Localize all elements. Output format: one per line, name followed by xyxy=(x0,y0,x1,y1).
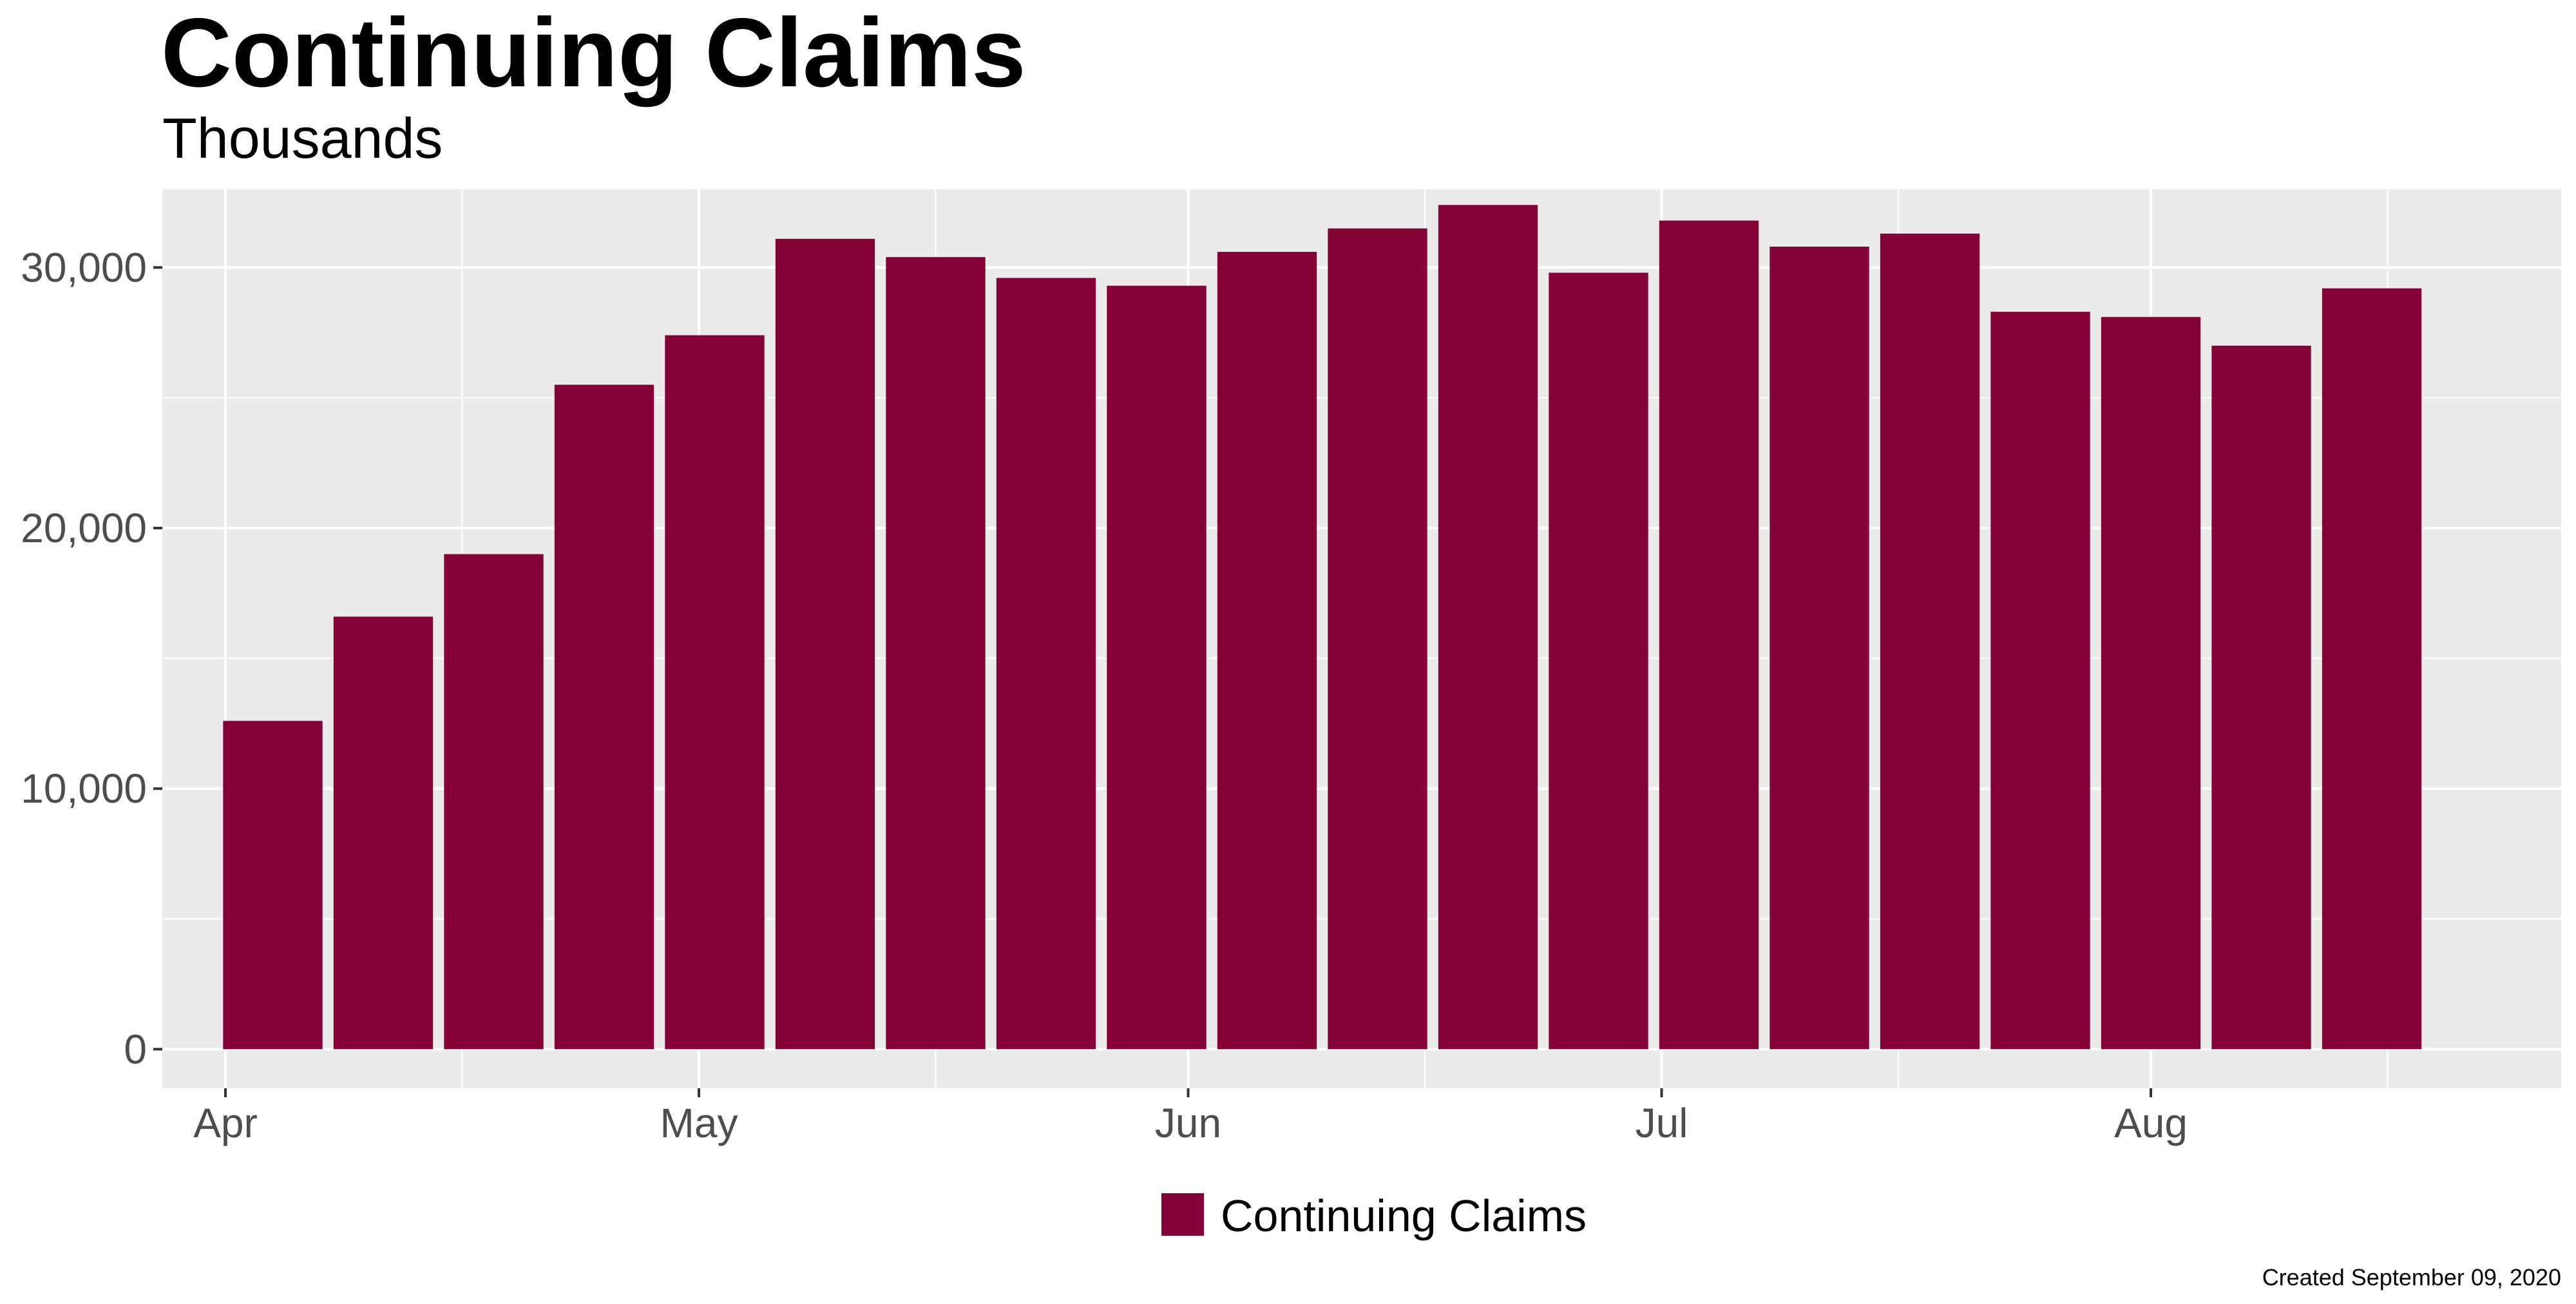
bar xyxy=(1770,247,1869,1050)
bar xyxy=(886,257,986,1050)
caption: Created September 09, 2020 xyxy=(2262,1264,2561,1290)
y-axis: 0 10,000 20,000 30,000 xyxy=(21,244,162,1072)
x-tick-label: Jul xyxy=(1636,1100,1688,1146)
bar xyxy=(444,554,544,1050)
bar xyxy=(2101,317,2201,1050)
x-tick-label: Aug xyxy=(2114,1100,2188,1146)
chart-subtitle: Thousands xyxy=(162,106,443,170)
bar xyxy=(333,616,434,1050)
y-tick-label: 20,000 xyxy=(21,505,147,551)
x-axis: Apr May Jun Jul Aug xyxy=(193,1088,2188,1146)
y-tick-label: 10,000 xyxy=(21,766,147,812)
bar xyxy=(1659,220,1759,1050)
bar xyxy=(1990,312,2090,1050)
bar xyxy=(1438,205,1538,1050)
legend: Continuing Claims xyxy=(1161,1191,1587,1241)
bar xyxy=(1880,233,1980,1050)
x-tick-label: Apr xyxy=(193,1100,258,1146)
y-tick-label: 30,000 xyxy=(21,244,147,290)
x-tick-label: Jun xyxy=(1155,1100,1221,1146)
bar xyxy=(2211,345,2311,1050)
bar xyxy=(2322,288,2422,1050)
x-tick-label: May xyxy=(660,1100,738,1146)
legend-key-continuing-claims xyxy=(1161,1193,1204,1236)
bar xyxy=(996,278,1096,1050)
bar xyxy=(223,721,323,1050)
bar xyxy=(1107,285,1207,1050)
y-tick-label: 0 xyxy=(124,1026,147,1072)
bars xyxy=(223,205,2422,1050)
bar xyxy=(554,384,654,1050)
bar xyxy=(1217,252,1317,1050)
legend-label-continuing-claims: Continuing Claims xyxy=(1221,1191,1587,1241)
bar xyxy=(1549,272,1648,1050)
chart-title: Continuing Claims xyxy=(161,0,1026,108)
bar xyxy=(775,238,875,1050)
bar xyxy=(1328,228,1427,1050)
bar xyxy=(665,335,765,1050)
